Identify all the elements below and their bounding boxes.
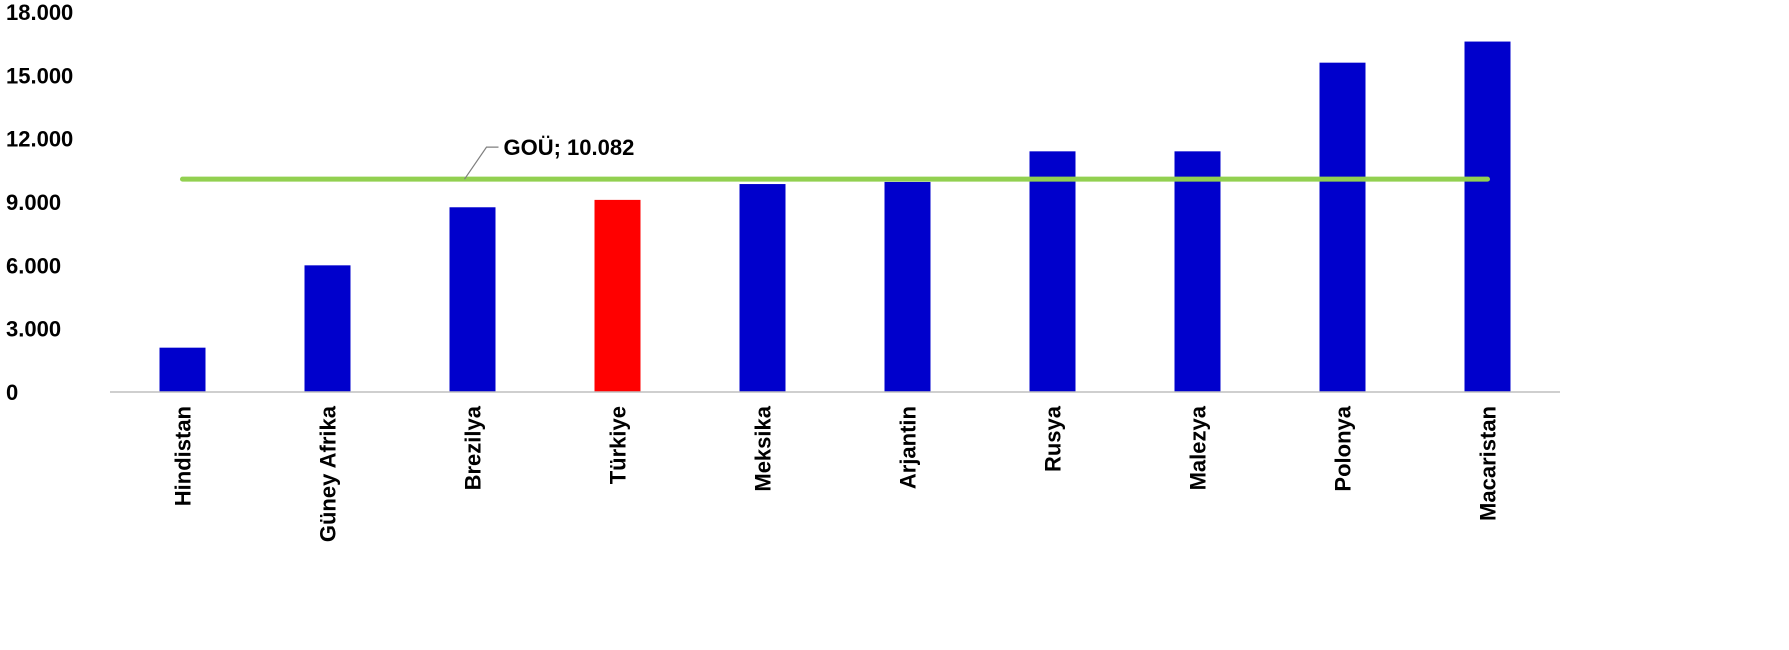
bar <box>1319 62 1366 393</box>
reference-leader-line <box>464 146 499 180</box>
y-tick-label: 9.000 <box>6 190 61 215</box>
bar <box>1464 41 1511 393</box>
x-category-label: Arjantin <box>896 406 921 489</box>
bar <box>449 207 496 392</box>
bar <box>884 181 931 392</box>
bars <box>159 41 1511 393</box>
x-category-label: Türkiye <box>606 406 631 484</box>
bar <box>1029 151 1076 392</box>
y-tick-label: 6.000 <box>6 253 61 278</box>
x-category-label: Meksika <box>751 405 776 491</box>
bar <box>739 184 786 392</box>
x-category-label: Rusya <box>1041 405 1066 472</box>
bar-highlight <box>594 199 641 392</box>
x-category-label: Macaristan <box>1476 406 1501 521</box>
y-tick-label: 15.000 <box>6 63 73 88</box>
y-tick-label: 0 <box>6 380 18 405</box>
y-tick-label: 3.000 <box>6 317 61 342</box>
bar <box>304 265 351 392</box>
bar <box>1174 151 1221 392</box>
y-axis-ticks: 0 3.000 6.000 9.000 12.000 15.000 18.000 <box>6 0 73 405</box>
y-tick-label: 18.000 <box>6 0 73 25</box>
bar <box>159 347 206 392</box>
x-category-label: Güney Afrika <box>316 405 341 542</box>
x-axis-category-labels: Hindistan Güney Afrika Brezilya Türkiye Meks… <box>171 405 1501 542</box>
y-tick-label: 12.000 <box>6 127 73 152</box>
reference-line-label: GOÜ; 10.082 <box>504 135 635 160</box>
x-category-label: Hindistan <box>171 406 196 506</box>
reference-line-group: GOÜ; 10.082 <box>180 135 1490 182</box>
x-category-label: Polonya <box>1331 405 1356 491</box>
x-category-label: Malezya <box>1186 405 1211 490</box>
x-category-label: Brezilya <box>461 405 486 490</box>
